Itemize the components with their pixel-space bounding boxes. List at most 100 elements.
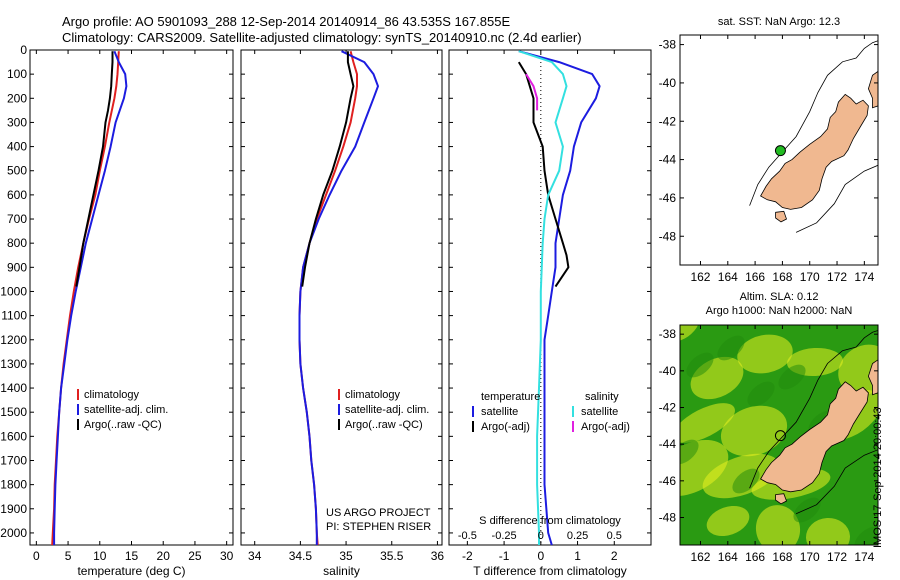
y-tick-label: -44 bbox=[659, 153, 677, 167]
sla-blob bbox=[747, 381, 775, 407]
x-tick-label: 36 bbox=[431, 549, 445, 563]
y-tick-label: 1900 bbox=[0, 502, 27, 516]
y-tick-label: 0 bbox=[20, 43, 27, 57]
x-axis-label-top: S difference from climatology bbox=[479, 515, 621, 527]
x-tick-label: 25 bbox=[188, 549, 202, 563]
y-tick-label: 1300 bbox=[0, 357, 27, 371]
x-tick-label: 170 bbox=[800, 550, 820, 564]
series-satellite-adj-clim- bbox=[53, 50, 128, 545]
y-tick-label: 700 bbox=[7, 212, 27, 226]
sla-blob bbox=[720, 405, 788, 457]
x-tick-label: 164 bbox=[718, 270, 738, 284]
x-tick-label: 174 bbox=[854, 550, 874, 564]
y-tick-label: 200 bbox=[7, 91, 27, 105]
x-tick-label: 168 bbox=[772, 270, 792, 284]
sla-blob bbox=[686, 352, 714, 378]
legend-label: Argo(..raw -QC) bbox=[345, 419, 423, 431]
y-tick-label: 1800 bbox=[0, 478, 27, 492]
x-tick-label: 1 bbox=[574, 549, 581, 563]
sla-blob bbox=[680, 403, 735, 443]
panel-frame bbox=[29, 49, 234, 546]
y-tick-label: -40 bbox=[659, 76, 677, 90]
y-tick-label: -48 bbox=[659, 511, 677, 525]
sla-blob bbox=[680, 325, 700, 343]
y-tick-label: -44 bbox=[659, 437, 677, 451]
x-tick-label-top: 0.25 bbox=[567, 530, 588, 542]
sla-blob bbox=[680, 439, 729, 497]
y-tick-label: 1500 bbox=[0, 405, 27, 419]
sla-blob bbox=[838, 344, 878, 396]
project-annotation: PI: STEPHEN RISER bbox=[326, 521, 431, 533]
sla-blob bbox=[717, 335, 745, 361]
land-north-island bbox=[867, 70, 878, 109]
x-tick-label: 0 bbox=[33, 549, 40, 563]
x-tick-label: 0 bbox=[537, 549, 544, 563]
legend-label: climatology bbox=[84, 389, 140, 401]
x-axis-label: salinity bbox=[323, 564, 360, 578]
land-south-island bbox=[760, 93, 869, 210]
x-tick-label: 168 bbox=[772, 550, 792, 564]
x-tick-label: 30 bbox=[220, 549, 234, 563]
series-climatology bbox=[298, 50, 358, 546]
argo-float-marker bbox=[774, 145, 786, 157]
x-tick-label: 162 bbox=[690, 270, 710, 284]
y-tick-label: -38 bbox=[659, 38, 677, 52]
sla-blob bbox=[755, 505, 801, 545]
figure-title-line1: Argo profile: AO 5901093_288 12-Sep-2014… bbox=[62, 14, 511, 29]
x-tick-label: -1 bbox=[499, 549, 510, 563]
bathymetry-contour bbox=[749, 40, 878, 206]
x-tick-label: 166 bbox=[745, 550, 765, 564]
y-tick-label: -38 bbox=[659, 327, 677, 341]
panel-frame bbox=[240, 49, 443, 546]
x-tick-label: 164 bbox=[718, 550, 738, 564]
y-tick-label: 1700 bbox=[0, 453, 27, 467]
y-tick-label: 1000 bbox=[0, 284, 27, 298]
x-tick-label: 35.5 bbox=[380, 549, 404, 563]
x-tick-label: 2 bbox=[611, 549, 618, 563]
y-tick-label: 400 bbox=[7, 140, 27, 154]
series-argo-raw-qc- bbox=[75, 51, 114, 287]
y-tick-label: 800 bbox=[7, 236, 27, 250]
legend-label: satellite bbox=[481, 406, 518, 418]
panel-salinity: 34 34.5 35 35.5 36 salinity climatology satelli… bbox=[240, 49, 445, 578]
project-annotation: US ARGO PROJECT bbox=[326, 507, 431, 519]
y-tick-label: -40 bbox=[659, 364, 677, 378]
sla-blob bbox=[732, 468, 760, 494]
y-tick-label: 500 bbox=[7, 164, 27, 178]
legend-label: satellite-adj. clim. bbox=[84, 404, 168, 416]
y-tick-label: 1600 bbox=[0, 429, 27, 443]
panel-difference: -2 -1 0 1 2T difference from climatology temp… bbox=[448, 49, 652, 578]
x-tick-label-top: 0 bbox=[538, 530, 544, 542]
x-axis-label: T difference from climatology bbox=[473, 564, 627, 578]
map-content bbox=[749, 330, 878, 515]
y-tick-label: 1200 bbox=[0, 333, 27, 347]
legend-label: satellite-adj. clim. bbox=[345, 404, 429, 416]
x-tick-label-top: -0.5 bbox=[458, 530, 477, 542]
credit-stamp: IMOS 17-Sep-2014 20:00:43 bbox=[872, 407, 884, 548]
legend-header-temperature: temperature bbox=[481, 391, 540, 403]
y-tick-label: 1400 bbox=[0, 381, 27, 395]
x-tick-label: 10 bbox=[93, 549, 107, 563]
x-tick-label: 5 bbox=[65, 549, 72, 563]
panel-frame bbox=[448, 49, 652, 546]
y-tick-label: -42 bbox=[659, 401, 677, 415]
series-temperature-argo-adj- bbox=[517, 61, 570, 288]
bathymetry-contour bbox=[795, 449, 878, 515]
map-title: Altim. SLA: 0.12 bbox=[740, 291, 819, 303]
land-stewart-island bbox=[775, 210, 787, 223]
y-tick-label: 600 bbox=[7, 188, 27, 202]
x-tick-label: -2 bbox=[462, 549, 473, 563]
y-tick-label: 2000 bbox=[0, 526, 27, 540]
map-title: Argo h1000: NaN h2000: NaN bbox=[706, 305, 853, 317]
sla-blob bbox=[778, 364, 806, 390]
x-tick-label: 20 bbox=[157, 549, 171, 563]
sla-blob bbox=[854, 526, 878, 545]
bathymetry-contour bbox=[795, 164, 878, 233]
sla-blob bbox=[793, 497, 821, 523]
y-tick-label: 1100 bbox=[1, 309, 27, 323]
map-sst-map: 162 164 166 168 170 172 174 -38 -40 -42 -44 -46 -48 s… bbox=[659, 16, 879, 284]
x-tick-label: 35 bbox=[339, 549, 353, 563]
sla-blob bbox=[680, 439, 699, 465]
map-frame bbox=[679, 324, 879, 546]
